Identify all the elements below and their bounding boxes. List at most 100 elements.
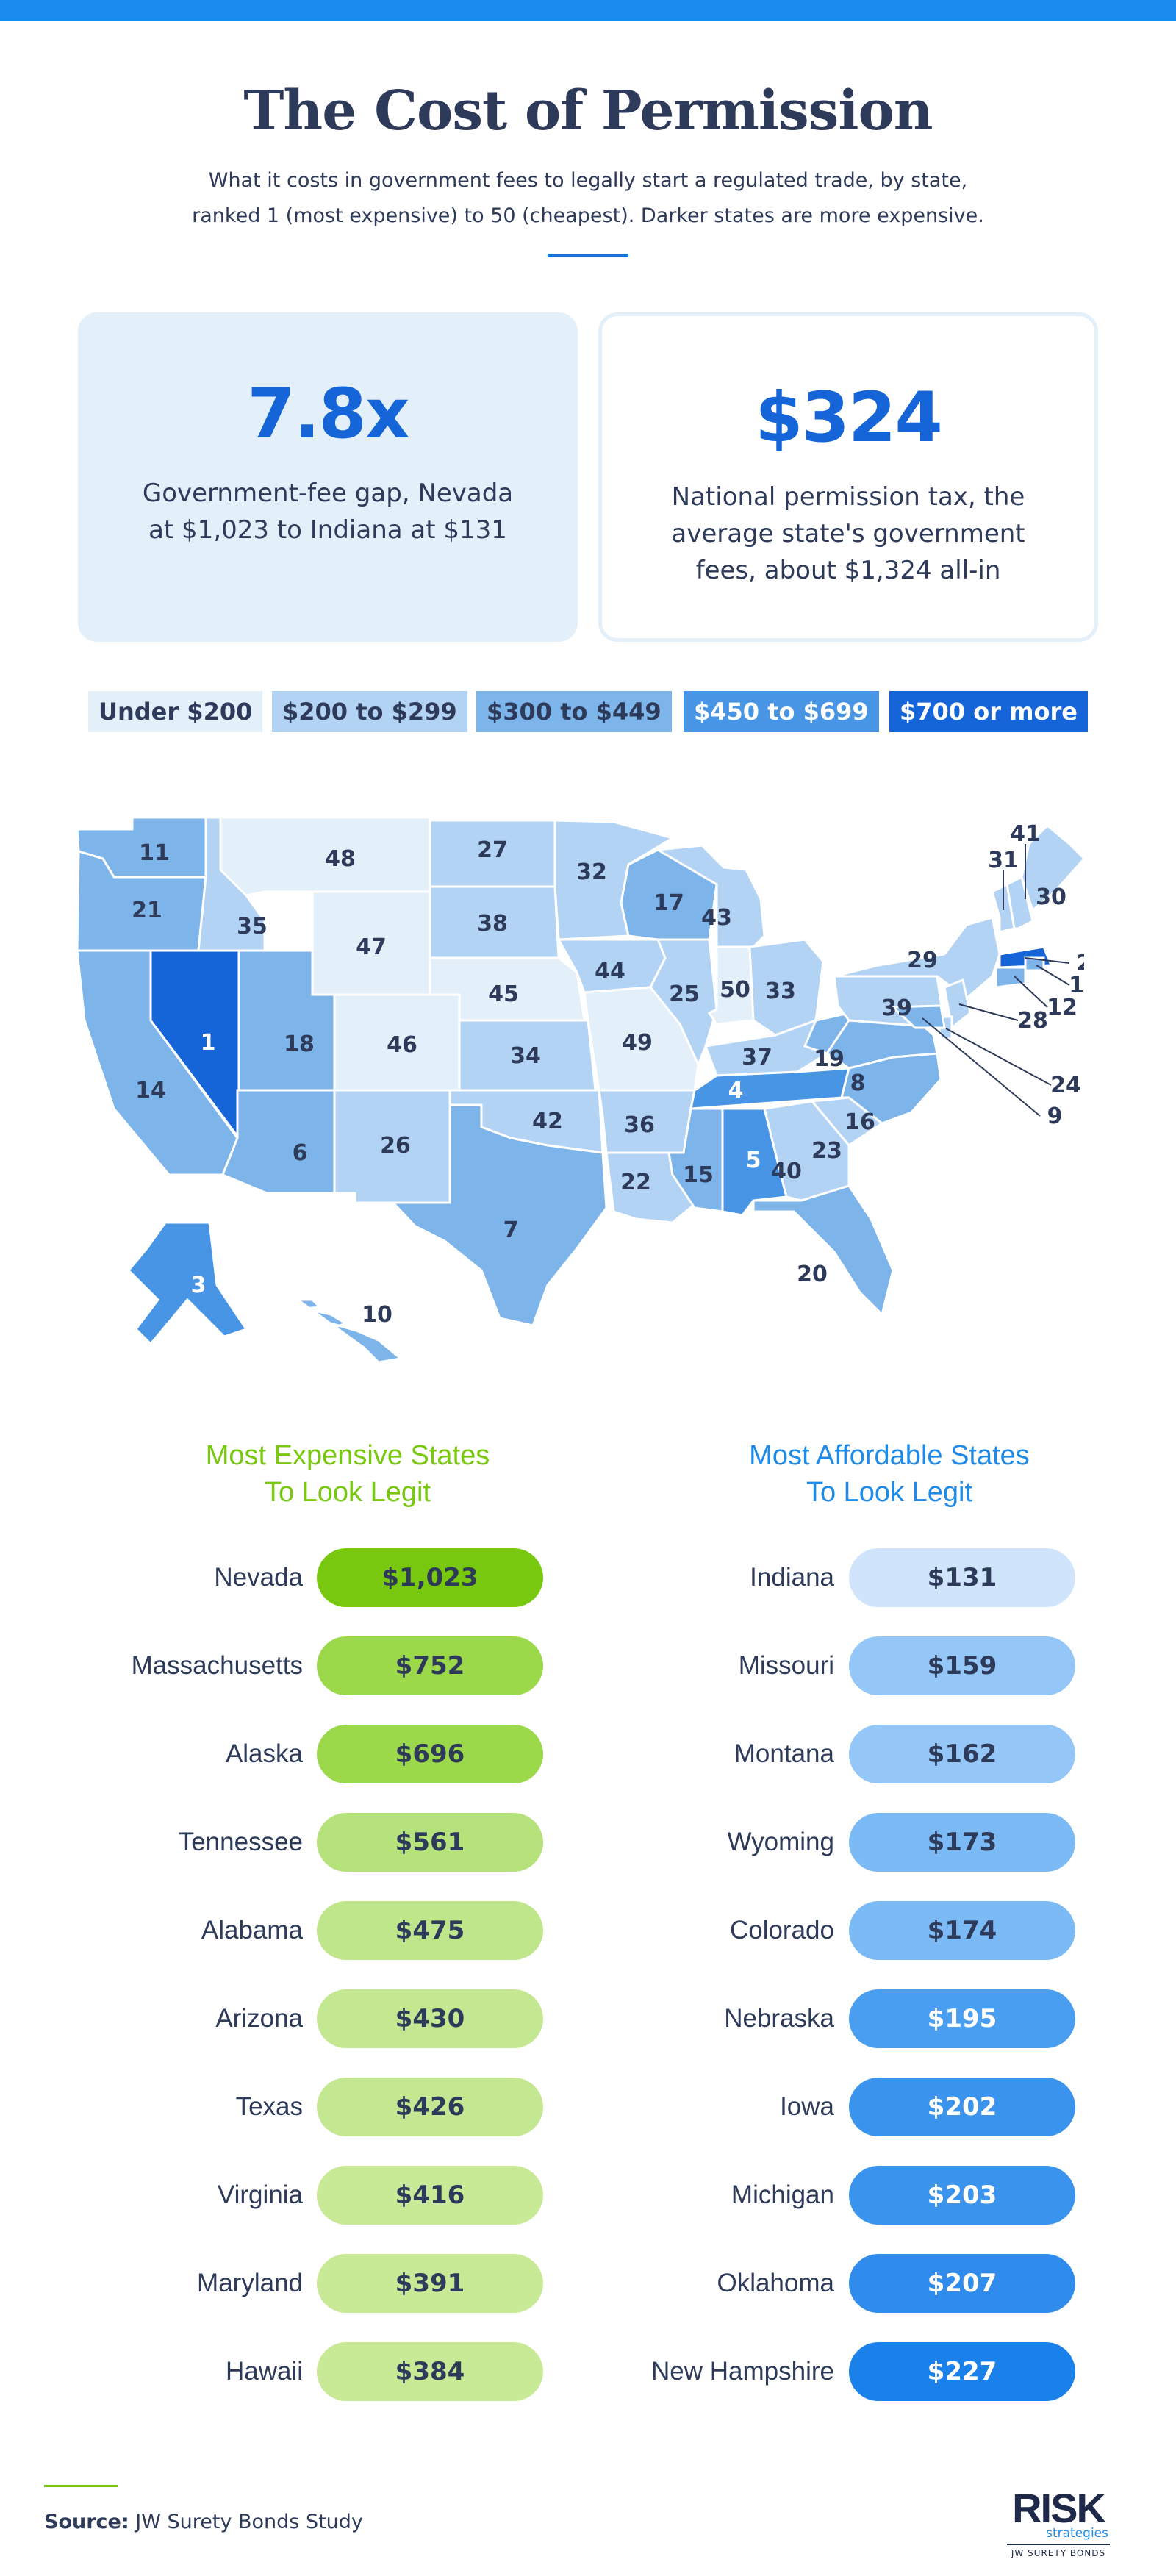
state-rank-label-vt: 31 — [988, 848, 1019, 873]
state-ak — [126, 1221, 248, 1346]
affordable-fee-pill: $227 — [849, 2342, 1075, 2401]
state-md — [890, 1004, 946, 1029]
stat-description: Government-fee gap, Nevada at $1,023 to … — [142, 479, 514, 545]
callout-line-de — [945, 1028, 1052, 1086]
page-title: The Cost of Permission — [243, 79, 933, 143]
state-rank-label-ia: 44 — [595, 959, 625, 984]
state-rank-label-ca: 14 — [135, 1078, 166, 1103]
page-subtitle: What it costs in government fees to lega… — [147, 163, 1029, 234]
state-rank-label-va: 8 — [850, 1070, 866, 1096]
expensive-fee-pill: $1,023 — [317, 1548, 543, 1607]
state-rank-label-ma: 2 — [1077, 951, 1084, 976]
state-rank-label-nv: 1 — [201, 1030, 216, 1056]
expensive-row: Texas $426 — [0, 2078, 1176, 2136]
state-mt — [219, 816, 431, 897]
affordable-row: Colorado $174 — [0, 1901, 1176, 1960]
state-rank-label-tx: 7 — [503, 1217, 519, 1243]
expensive-fee-pill: $391 — [317, 2254, 543, 2313]
source-credit: Source: JW Surety Bonds Study — [44, 2511, 363, 2533]
affordable-state-name: Wyoming — [727, 1828, 834, 1856]
state-rank-label-ne: 45 — [488, 981, 519, 1007]
affordable-state-name: Montana — [734, 1739, 834, 1768]
state-rank-label-nm: 26 — [380, 1133, 411, 1159]
legend-item-tier-1: $200 to $299 — [272, 691, 467, 732]
stat-card-fee-gap: 7.8x Government-fee gap, Nevada at $1,02… — [78, 312, 578, 642]
source-text: JW Surety Bonds Study — [135, 2511, 363, 2533]
expensive-state-name: Texas — [235, 2092, 303, 2121]
expensive-column-title: Most Expensive States To Look Legit — [205, 1440, 490, 1508]
stat-card-permission-tax: $324 National permission tax, the averag… — [598, 312, 1098, 642]
state-rank-label-sd: 38 — [477, 911, 508, 937]
state-rank-label-nh: 41 — [1010, 821, 1041, 847]
affordable-row: New Hampshire $227 — [0, 2342, 1176, 2401]
state-rank-label-az: 6 — [293, 1140, 308, 1166]
state-rank-label-wv: 19 — [814, 1046, 845, 1072]
expensive-row: Tennessee $561 — [0, 1813, 1176, 1872]
state-rank-label-id: 35 — [237, 914, 268, 940]
affordable-fee-pill: $159 — [849, 1636, 1075, 1695]
callout-line-ri — [1036, 965, 1070, 986]
state-rank-label-tn: 4 — [728, 1078, 744, 1103]
state-rank-label-nc: 16 — [845, 1109, 875, 1135]
state-rank-label-ok: 42 — [532, 1109, 563, 1134]
state-rank-label-ak: 3 — [191, 1273, 207, 1298]
affordable-state-name: Indiana — [750, 1563, 834, 1592]
logo-tagline: JW SURETY BONDS — [1011, 2548, 1106, 2558]
state-il — [649, 938, 718, 1067]
state-hi — [294, 1298, 404, 1364]
brand-logo: RISK strategies JW SURETY BONDS — [1000, 2486, 1117, 2560]
affordable-state-name: Michigan — [731, 2180, 834, 2209]
logo-rule — [1007, 2544, 1110, 2545]
state-rank-label-nj: 28 — [1017, 1008, 1048, 1034]
expensive-fee-pill: $475 — [317, 1901, 543, 1960]
expensive-state-name: Nevada — [214, 1563, 303, 1592]
expensive-fee-pill: $561 — [317, 1813, 543, 1872]
legend-item-tier-2: $300 to $449 — [476, 691, 672, 732]
state-rank-label-ar: 36 — [624, 1112, 655, 1138]
expensive-state-name: Alabama — [201, 1916, 303, 1944]
affordable-row: Michigan $203 — [0, 2166, 1176, 2225]
expensive-fee-pill: $696 — [317, 1725, 543, 1783]
affordable-column-title: Most Affordable States To Look Legit — [749, 1440, 1030, 1508]
state-me — [1020, 823, 1084, 912]
affordable-row: Missouri $159 — [0, 1636, 1176, 1695]
state-rank-label-in: 50 — [720, 977, 750, 1003]
state-rank-label-ms: 15 — [683, 1162, 714, 1188]
expensive-row: Maryland $391 — [0, 2254, 1176, 2313]
expensive-row: Arizona $430 — [0, 1989, 1176, 2048]
state-rank-label-co: 46 — [387, 1032, 417, 1058]
callout-line-ma — [1025, 957, 1070, 964]
state-rank-label-ri: 13 — [1069, 973, 1084, 998]
expensive-fee-pill: $426 — [317, 2078, 543, 2136]
affordable-row: Montana $162 — [0, 1725, 1176, 1783]
state-rank-label-oh: 33 — [765, 978, 796, 1004]
subtitle-line-1: What it costs in government fees to lega… — [208, 169, 968, 192]
state-rank-label-mt: 48 — [325, 846, 356, 872]
affordable-state-name: Colorado — [729, 1916, 834, 1944]
state-rank-label-sc: 23 — [811, 1138, 842, 1164]
affordable-fee-pill: $207 — [849, 2254, 1075, 2313]
title-divider — [548, 254, 628, 257]
state-rank-label-nd: 27 — [477, 837, 508, 863]
state-fl — [752, 1184, 894, 1317]
expensive-state-name: Alaska — [225, 1739, 303, 1768]
expensive-row: Alaska $696 — [0, 1725, 1176, 1783]
expensive-row: Massachusetts $752 — [0, 1636, 1176, 1695]
affordable-row: Oklahoma $207 — [0, 2254, 1176, 2313]
us-choropleth-map: 11 21 14 1 35 48 47 18 6 46 26 27 38 45 34 42 7 32 44 49 36 2… — [70, 800, 1084, 1366]
state-rank-label-ky: 37 — [742, 1045, 772, 1070]
state-rank-label-de: 24 — [1050, 1073, 1081, 1098]
state-tx — [390, 1103, 608, 1327]
state-rank-label-ut: 18 — [284, 1031, 315, 1057]
expensive-fee-pill: $384 — [317, 2342, 543, 2401]
expensive-row: Virginia $416 — [0, 2166, 1176, 2225]
state-rank-label-al: 5 — [746, 1148, 761, 1173]
state-rank-label-ga: 40 — [771, 1159, 802, 1184]
affordable-state-name: Oklahoma — [717, 2269, 834, 2297]
expensive-row: Hawaii $384 — [0, 2342, 1176, 2401]
footer-divider — [44, 2485, 118, 2487]
state-rank-label-md: 9 — [1047, 1103, 1063, 1129]
state-mi — [654, 844, 766, 948]
callout-line-nj — [958, 1003, 1019, 1021]
state-rank-label-pa: 39 — [881, 995, 912, 1021]
